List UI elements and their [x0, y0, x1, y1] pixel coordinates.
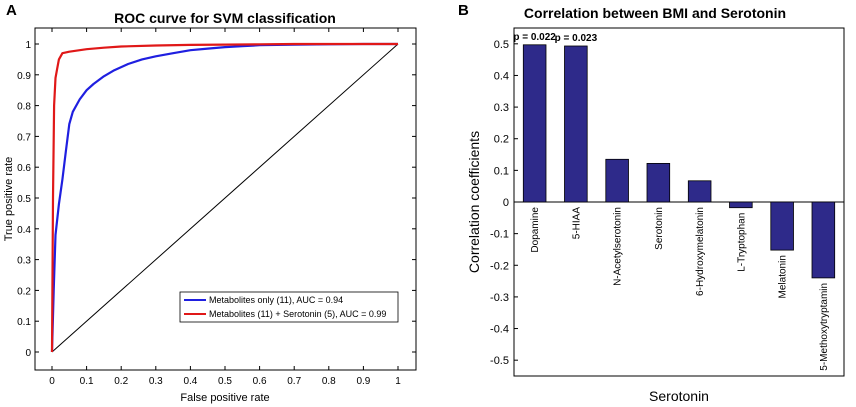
roc-y-tick-label: 0.7	[17, 132, 31, 143]
roc-y-tick-label: 0.9	[17, 71, 31, 82]
corr-y-tick-label: -0.2	[490, 260, 509, 272]
roc-x-tick-label: 0.5	[218, 376, 232, 387]
corr-category-label: Melatonin	[778, 255, 789, 298]
roc-legend-entry-red: Metabolites (11) + Serotonin (5), AUC = …	[209, 309, 386, 319]
roc-y-tick-label: 0.3	[17, 256, 31, 267]
roc-y-axis: 0 0.1 0.2 0.3 0.4 0.5 0.6 0.7 0.8 0.9 1	[17, 40, 416, 359]
panel-label-b: B	[458, 2, 469, 19]
roc-x-tick-label: 0.9	[356, 376, 370, 387]
roc-x-tick-label: 0.6	[253, 376, 267, 387]
roc-y-tick-label: 0.8	[17, 102, 31, 113]
roc-y-tick-label: 0	[25, 348, 31, 359]
roc-legend: Metabolites only (11), AUC = 0.94 Metabo…	[179, 291, 399, 323]
roc-x-axis-label: False positive rate	[180, 392, 269, 404]
roc-legend-box	[179, 291, 399, 323]
corr-y-tick-label: 0.1	[494, 165, 509, 177]
corr-annotation-dopamine: p = 0.022	[513, 32, 556, 43]
roc-y-tick-label: 0.1	[17, 317, 31, 328]
corr-bar-l-tryptophan	[729, 201, 753, 209]
roc-x-tick-label: 0.8	[322, 376, 336, 387]
corr-x-axis-label: Serotonin	[649, 388, 709, 404]
corr-annotation-5hiaa: p = 0.023	[555, 33, 598, 44]
corr-category-label: 6-Hydroxymelatonin	[695, 207, 706, 296]
corr-category-label: L-Tryptophan	[736, 213, 747, 272]
roc-x-tick-label: 0.1	[80, 376, 94, 387]
corr-bar-serotonin	[646, 162, 671, 203]
corr-y-tick-label: 0.5	[494, 39, 509, 51]
corr-category-labels: Dopamine 5-HIAA N-Acetylserotonin Serotonin…	[530, 207, 830, 371]
correlation-chart: Correlation between BMI and Serotonin -0…	[466, 5, 845, 404]
corr-category-label: 5-Methoxytryptamin	[819, 283, 830, 371]
roc-x-axis: 0 0.1 0.2 0.3 0.4 0.5 0.6 0.7 0.8 0.9 1	[49, 28, 401, 387]
corr-y-tick-label: -0.3	[490, 292, 509, 304]
roc-line-chance	[51, 43, 399, 353]
roc-x-tick-label: 0.2	[114, 376, 128, 387]
roc-x-tick-label: 0.3	[149, 376, 163, 387]
corr-y-tick-label: -0.1	[490, 229, 509, 241]
corr-category-label: Serotonin	[654, 207, 665, 250]
panel-label-a: A	[6, 2, 17, 19]
roc-chart: ROC curve for SVM classification 0 0.1 0.2…	[3, 10, 417, 404]
corr-y-tick-label: -0.4	[490, 324, 509, 336]
corr-category-label: 5-HIAA	[571, 207, 582, 240]
corr-category-label: Dopamine	[530, 207, 541, 253]
corr-bar-n-acetylserotonin	[605, 158, 629, 203]
roc-y-tick-label: 0.5	[17, 194, 31, 205]
corr-bar-5-methoxytryptamin	[811, 201, 836, 279]
roc-legend-entry-blue: Metabolites only (11), AUC = 0.94	[209, 295, 343, 305]
corr-y-tick-label: 0	[503, 197, 509, 209]
roc-y-axis-label: True positive rate	[3, 157, 15, 242]
roc-line-metabolites-plus-serotonin	[50, 42, 398, 353]
corr-y-tick-label: 0.3	[494, 102, 509, 114]
corr-title: Correlation between BMI and Serotonin	[524, 5, 786, 21]
roc-y-tick-label: 0.4	[17, 225, 31, 236]
corr-y-tick-label: 0.4	[494, 70, 509, 82]
corr-y-axis-label: Correlation coefficients	[466, 131, 482, 273]
corr-y-tick-label: -0.5	[490, 355, 509, 367]
roc-x-tick-label: 0.4	[183, 376, 197, 387]
corr-bar-melatonin	[770, 201, 794, 251]
roc-y-tick-label: 0.6	[17, 163, 31, 174]
corr-bar-6-hydroxymelatonin	[687, 180, 712, 203]
roc-y-tick-label: 1	[25, 40, 31, 51]
roc-x-tick-label: 0.7	[287, 376, 301, 387]
roc-x-tick-label: 0	[49, 376, 55, 387]
roc-x-tick-label: 1	[395, 376, 401, 387]
roc-series	[50, 42, 399, 353]
corr-y-tick-label: 0.2	[494, 134, 509, 146]
roc-title: ROC curve for SVM classification	[114, 10, 336, 26]
corr-category-label: N-Acetylserotonin	[613, 207, 624, 286]
corr-bar-dopamine	[522, 44, 547, 203]
roc-y-tick-label: 0.2	[17, 286, 31, 297]
corr-bar-5-hiaa	[564, 45, 588, 203]
corr-bars	[522, 44, 836, 279]
